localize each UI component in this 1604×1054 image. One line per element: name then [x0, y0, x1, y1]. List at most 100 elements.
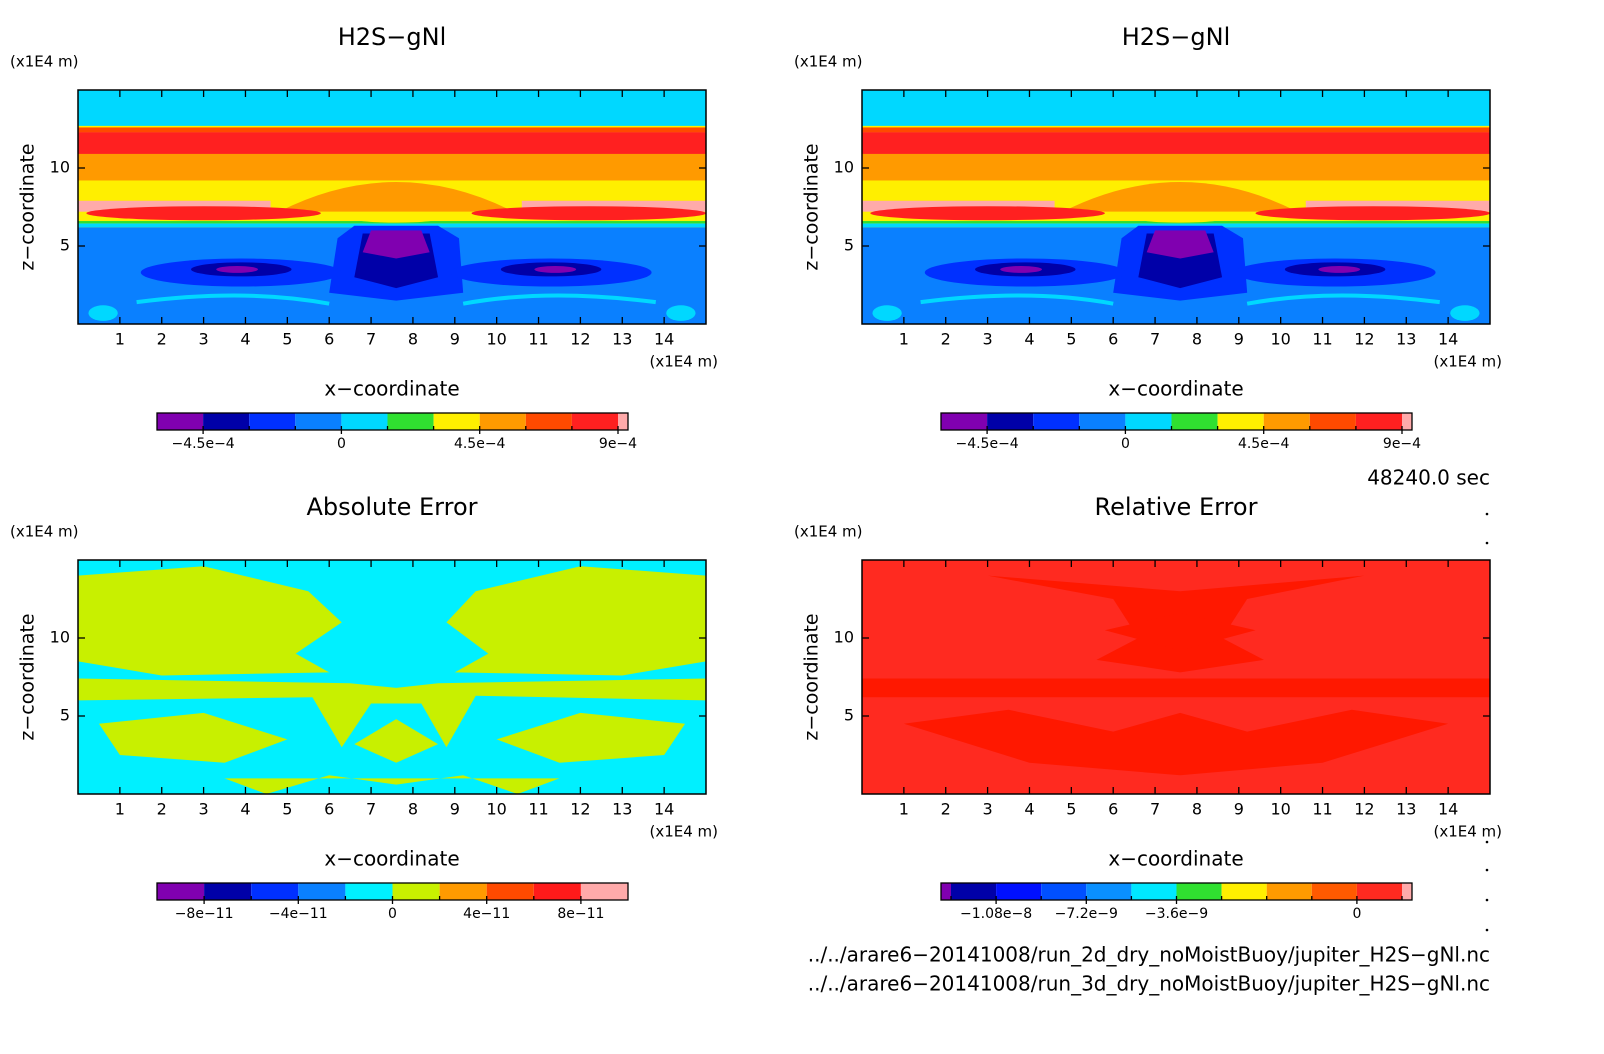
colorbar-box	[1033, 413, 1080, 430]
x-tick-label: 4	[1024, 330, 1034, 349]
x-tick-label: 10	[486, 800, 506, 819]
contour-field	[78, 90, 706, 324]
field-region	[78, 223, 706, 228]
field-region	[78, 153, 706, 181]
x-tick-label: 5	[282, 800, 292, 819]
x-tick-label: 7	[1150, 800, 1160, 819]
colorbar-box	[1356, 883, 1402, 900]
field-region	[1062, 182, 1298, 212]
plot-frame	[77, 89, 707, 325]
x-tick-label: 2	[157, 800, 167, 819]
time-label: 48240.0 sec	[1367, 466, 1490, 490]
colorbar-tick-label: 4.5e−4	[1238, 436, 1290, 452]
colorbar-box	[1402, 883, 1412, 900]
contour-field	[862, 560, 1490, 794]
colorbar-box	[251, 883, 299, 900]
colorbar-box	[295, 413, 342, 430]
x-tick-label: 11	[1312, 330, 1332, 349]
dot	[1485, 840, 1489, 844]
colorbar-box	[204, 883, 252, 900]
panel: H2S−gNl (x1E4 m) z−coordinate (x1E4 m) x−coo…	[794, 23, 1502, 452]
colorbar-frame	[156, 412, 629, 431]
x-tick-label: 1	[899, 330, 909, 349]
chart-title: Relative Error	[1095, 493, 1258, 521]
x-axis-label: x−coordinate	[324, 377, 459, 401]
y-unit: (x1E4 m)	[794, 523, 863, 541]
colorbar-box	[1176, 883, 1222, 900]
x-tick-label: 1	[899, 800, 909, 819]
colorbar-box	[533, 883, 581, 900]
field-region	[862, 90, 1490, 128]
plot-frame	[77, 559, 707, 795]
field-region	[534, 265, 577, 273]
field-region	[1318, 265, 1361, 273]
x-tick-label: 14	[1438, 800, 1458, 819]
contour-field	[862, 90, 1490, 324]
field-region	[862, 678, 1490, 698]
colorbar-tick-label: −7.2e−9	[1055, 906, 1118, 922]
field-region	[446, 566, 706, 676]
colorbar-box	[525, 413, 572, 430]
y-axis-label: z−coordinate	[17, 613, 39, 740]
colorbar-box	[486, 883, 534, 900]
field-region	[872, 305, 902, 321]
colorbar-tick-label: −4e−11	[269, 906, 328, 922]
x-tick-label: 1	[115, 800, 125, 819]
contour-field	[78, 560, 706, 794]
field-region	[278, 182, 514, 212]
field-region	[1255, 206, 1490, 221]
colorbar-box	[618, 413, 628, 430]
x-tick-label: 5	[282, 330, 292, 349]
colorbar-box	[1217, 413, 1264, 430]
x-axis-label: x−coordinate	[1108, 377, 1243, 401]
field-region	[216, 265, 259, 273]
colorbar-tick-label: −8e−11	[175, 906, 234, 922]
colorbar-tick-label: −4.5e−4	[171, 436, 234, 452]
x-tick-label: 8	[1192, 330, 1202, 349]
dot	[1485, 928, 1489, 932]
y-axis-label: z−coordinate	[17, 143, 39, 270]
field-region	[78, 90, 706, 128]
field-region	[666, 305, 696, 321]
dot	[1485, 512, 1489, 516]
colorbar-box	[298, 883, 346, 900]
y-axis-label: z−coordinate	[801, 613, 823, 740]
colorbar-tick-label: 0	[1121, 436, 1130, 452]
x-tick-label: 4	[1024, 800, 1034, 819]
x-tick-label: 9	[1234, 330, 1244, 349]
colorbar-box	[249, 413, 296, 430]
x-tick-label: 13	[612, 330, 632, 349]
dot	[1485, 898, 1489, 902]
x-tick-label: 2	[941, 330, 951, 349]
field-region	[1246, 293, 1441, 306]
colorbar-tick-label: 4.5e−4	[454, 436, 506, 452]
field-region	[1000, 265, 1043, 273]
x-unit: (x1E4 m)	[649, 353, 718, 371]
colorbar-box	[479, 413, 526, 430]
field-region	[78, 200, 271, 212]
x-tick-label: 4	[240, 330, 250, 349]
field-region	[862, 132, 1490, 154]
y-tick-label: 10	[50, 628, 70, 647]
chart-title: H2S−gNl	[1122, 23, 1231, 51]
x-tick-label: 1	[115, 330, 125, 349]
x-tick-label: 9	[450, 330, 460, 349]
field-region	[350, 213, 443, 223]
x-tick-label: 6	[1108, 800, 1118, 819]
y-tick-label: 10	[834, 628, 854, 647]
field-region	[78, 678, 706, 748]
field-region	[354, 719, 439, 763]
x-tick-label: 12	[570, 330, 590, 349]
x-tick-label: 13	[612, 800, 632, 819]
panel: H2S−gNl (x1E4 m) z−coordinate (x1E4 m) x−coo…	[10, 23, 718, 452]
colorbar-tick-label: 0	[388, 906, 397, 922]
x-tick-label: 5	[1066, 330, 1076, 349]
colorbar-box	[1131, 883, 1177, 900]
x-tick-label: 11	[1312, 800, 1332, 819]
field-region	[88, 305, 118, 321]
field-region	[1134, 213, 1227, 223]
x-tick-label: 11	[528, 330, 548, 349]
x-tick-label: 13	[1396, 330, 1416, 349]
plot-frame	[861, 559, 1491, 795]
